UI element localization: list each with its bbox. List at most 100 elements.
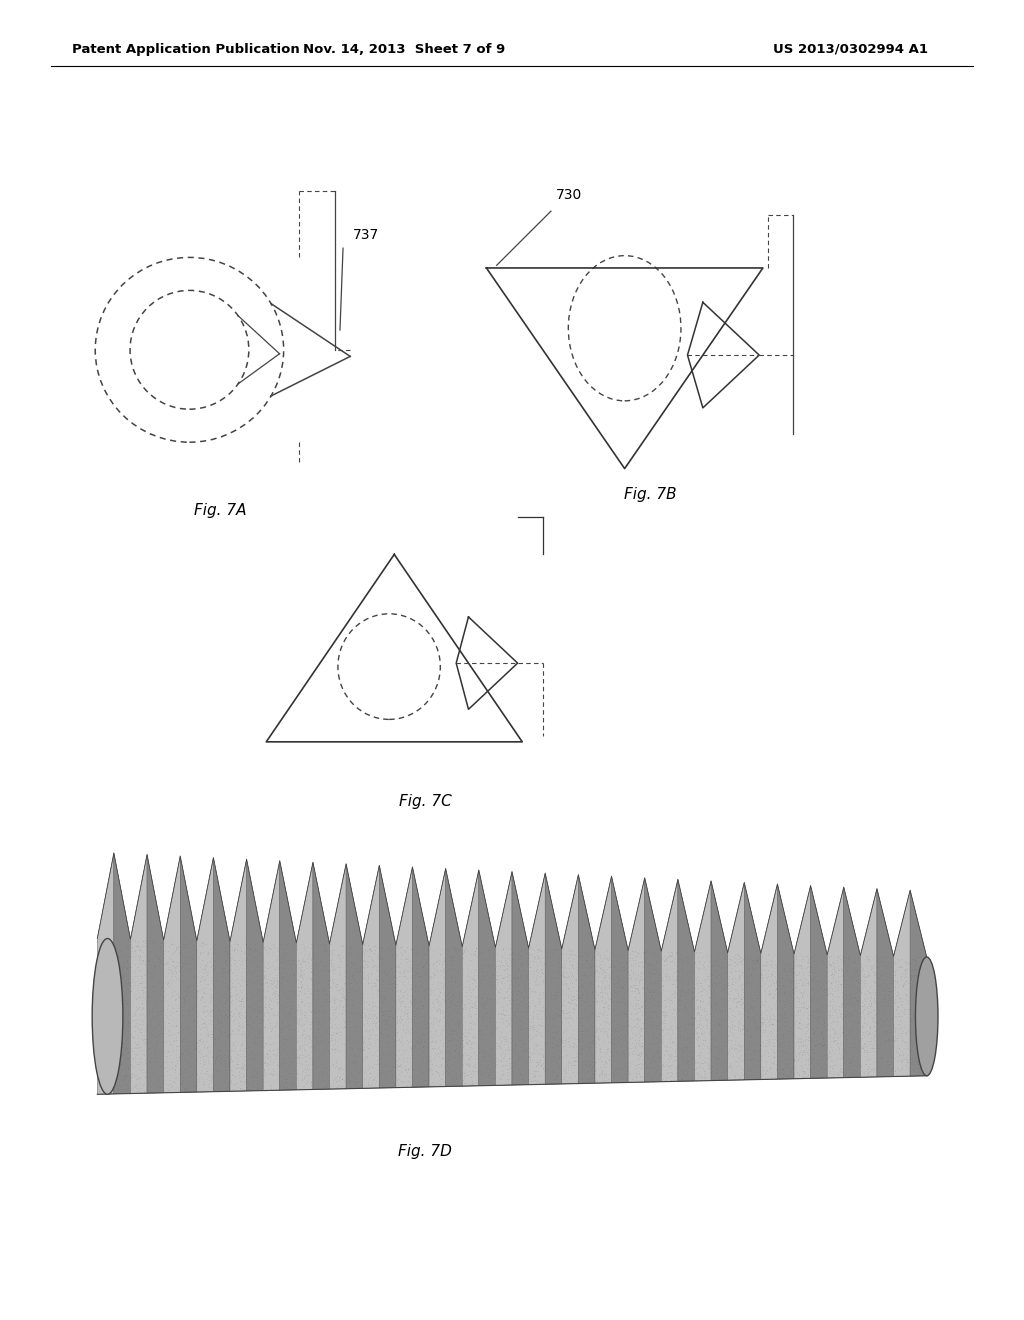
Point: [825, 999, 842, 1020]
Point: [289, 1047, 305, 1068]
Polygon shape: [230, 859, 247, 1092]
Point: [89, 953, 105, 974]
Point: [397, 1072, 414, 1093]
Point: [865, 1024, 882, 1045]
Point: [642, 975, 658, 997]
Point: [216, 982, 232, 1003]
Point: [368, 1006, 384, 1027]
Point: [511, 1028, 527, 1049]
Point: [207, 950, 223, 972]
Point: [641, 989, 657, 1010]
Point: [843, 1051, 859, 1072]
Point: [364, 991, 380, 1012]
Point: [171, 1064, 187, 1085]
Point: [288, 1076, 304, 1097]
Point: [183, 1081, 200, 1102]
Point: [415, 1038, 431, 1059]
Point: [694, 1020, 711, 1041]
Point: [548, 1064, 564, 1085]
Point: [529, 949, 546, 970]
Point: [851, 981, 867, 1002]
Point: [146, 1040, 163, 1061]
Point: [609, 993, 626, 1014]
Point: [740, 1030, 757, 1051]
Point: [473, 942, 489, 964]
Point: [656, 1006, 673, 1027]
Point: [774, 954, 791, 975]
Point: [106, 1035, 123, 1056]
Point: [316, 1010, 333, 1031]
Point: [719, 1027, 735, 1048]
Point: [833, 978, 849, 999]
Point: [761, 1031, 777, 1052]
Point: [371, 970, 387, 991]
Point: [604, 1031, 621, 1052]
Point: [645, 1022, 662, 1043]
Point: [290, 1011, 306, 1032]
Point: [366, 1003, 382, 1024]
Point: [611, 944, 628, 965]
Point: [267, 1020, 284, 1041]
Point: [268, 965, 285, 986]
Point: [154, 1023, 170, 1044]
Point: [555, 1007, 571, 1028]
Point: [328, 977, 344, 998]
Point: [514, 987, 530, 1008]
Point: [847, 1010, 863, 1031]
Point: [410, 1038, 426, 1059]
Point: [748, 1064, 764, 1085]
Point: [426, 1007, 442, 1028]
Point: [561, 993, 578, 1014]
Point: [411, 961, 427, 982]
Point: [754, 1011, 770, 1032]
Point: [823, 1015, 840, 1036]
Point: [303, 983, 319, 1005]
Point: [581, 942, 597, 964]
Point: [727, 1043, 743, 1064]
Point: [845, 1005, 861, 1026]
Point: [527, 946, 544, 968]
Point: [752, 1015, 768, 1036]
Text: Fig. 7A: Fig. 7A: [194, 503, 247, 519]
Point: [740, 972, 757, 993]
Point: [449, 998, 465, 1019]
Point: [239, 957, 255, 978]
Point: [270, 946, 287, 968]
Point: [629, 1012, 645, 1034]
Point: [776, 1011, 793, 1032]
Point: [117, 1064, 133, 1085]
Point: [355, 1073, 372, 1094]
Point: [175, 939, 191, 960]
Point: [741, 1057, 758, 1078]
Point: [206, 1065, 222, 1086]
Point: [831, 1057, 848, 1078]
Point: [441, 1047, 458, 1068]
Point: [744, 1039, 761, 1060]
Point: [390, 1068, 407, 1089]
Point: [534, 1038, 550, 1059]
Point: [408, 975, 424, 997]
Point: [118, 1014, 134, 1035]
Point: [479, 991, 496, 1012]
Point: [457, 997, 473, 1018]
Point: [394, 986, 411, 1007]
Point: [713, 964, 729, 985]
Point: [687, 968, 703, 989]
Point: [877, 1005, 893, 1026]
Point: [518, 1052, 535, 1073]
Point: [176, 952, 193, 973]
Point: [877, 990, 893, 1011]
Point: [597, 977, 613, 998]
Point: [894, 990, 910, 1011]
Point: [669, 997, 685, 1018]
Point: [885, 949, 901, 970]
Point: [210, 1008, 226, 1030]
Point: [690, 970, 707, 991]
Point: [749, 1041, 765, 1063]
Point: [785, 982, 802, 1003]
Point: [167, 1068, 183, 1089]
Point: [745, 954, 762, 975]
Point: [883, 952, 899, 973]
Point: [325, 1008, 341, 1030]
Point: [160, 1041, 176, 1063]
